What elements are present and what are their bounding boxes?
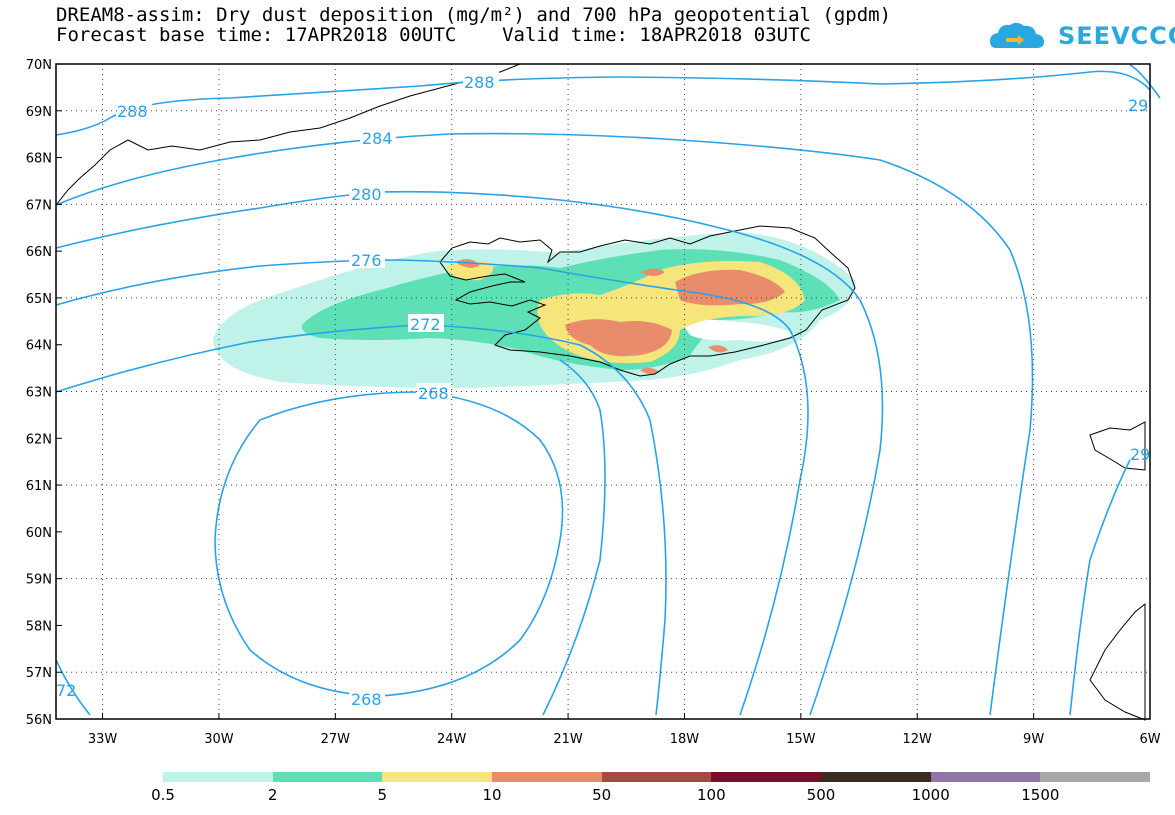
longitude-label: 18W (670, 732, 700, 747)
contour-label: 29 (1128, 96, 1148, 115)
legend-swatch (930, 772, 1041, 782)
latitude-label: 56N (26, 713, 52, 728)
longitude-label: 33W (88, 732, 118, 747)
legend-swatch (711, 772, 822, 782)
logo-text: SEEVCCC (1058, 22, 1175, 50)
longitude-label: 21W (553, 732, 583, 747)
legend-label: 500 (806, 786, 836, 804)
legend-label: 10 (482, 786, 502, 804)
longitude-label: 6W (1139, 732, 1160, 747)
legend-swatch (382, 772, 493, 782)
contour-label: 288 (117, 102, 148, 121)
legend-swatch (821, 772, 931, 782)
longitude-label: 24W (437, 732, 467, 747)
latitude-label: 63N (26, 386, 52, 401)
legend-label: 50 (592, 786, 612, 804)
contour-label: 272 (410, 315, 441, 334)
contour-label: 268 (418, 384, 449, 403)
contour-line (542, 359, 606, 716)
latitude-label: 66N (26, 245, 52, 260)
graticule (56, 64, 1150, 719)
geopotential-contours (55, 64, 1161, 716)
greenland-coastline (55, 63, 521, 206)
longitude-label: 9W (1023, 732, 1044, 747)
legend-swatch (601, 772, 712, 782)
map-frame (55, 63, 1151, 720)
contour-label: 72 (56, 681, 76, 700)
legend-swatch (163, 772, 273, 782)
legend-swatch (492, 772, 602, 782)
legend-swatch (1040, 772, 1151, 782)
legend-label: 5 (377, 786, 388, 804)
latitude-label: 67N (26, 198, 52, 213)
latitude-label: 62N (26, 432, 52, 447)
contour-labels: 288 288 284 280 276 272 268 268 29 29 72 (56, 72, 1150, 709)
latitude-label: 65N (26, 292, 52, 307)
color-legend (163, 772, 1151, 782)
latitude-label: 57N (26, 666, 52, 681)
iceland-coastline (439, 225, 856, 377)
legend-label: 2 (267, 786, 278, 804)
latitude-label: 64N (26, 339, 52, 354)
map-title: DREAM8-assim: Dry dust deposition (mg/m²… (56, 4, 892, 26)
latitude-label: 61N (26, 479, 52, 494)
latitude-label: 70N (26, 58, 52, 73)
latitude-label: 68N (26, 152, 52, 167)
legend-label: 100 (697, 786, 726, 804)
legend-swatch (272, 772, 383, 782)
longitude-label: 15W (786, 732, 816, 747)
legend-label: 1000 (911, 786, 950, 804)
longitude-label: 12W (903, 732, 933, 747)
latitude-label: 69N (26, 105, 52, 120)
longitude-label: 30W (204, 732, 234, 747)
contour-label: 268 (351, 690, 382, 709)
latitude-label: 60N (26, 526, 52, 541)
longitude-label: 27W (321, 732, 351, 747)
contour-label: 284 (362, 129, 393, 148)
contour-label: 288 (464, 73, 495, 92)
contour-label: 276 (351, 251, 382, 270)
longitude-labels: 33W 30W 27W 24W 21W 18W 15W 12W 9W 6W (88, 713, 1161, 747)
scandinavia-coastline (1089, 421, 1146, 721)
latitude-labels: 70N 69N 68N 67N 66N 65N 64N 63N 62N 61N 60N 59N 58N 5… (26, 58, 62, 728)
legend-label: 0.5 (151, 786, 175, 804)
legend-label: 1500 (1021, 786, 1060, 804)
latitude-label: 59N (26, 573, 52, 588)
contour-label: 280 (351, 185, 382, 204)
seevccc-logo (990, 22, 1044, 48)
contour-label: 29 (1130, 445, 1150, 464)
map-subtitle: Forecast base time: 17APR2018 00UTC Vali… (56, 24, 811, 46)
latitude-label: 58N (26, 619, 52, 634)
